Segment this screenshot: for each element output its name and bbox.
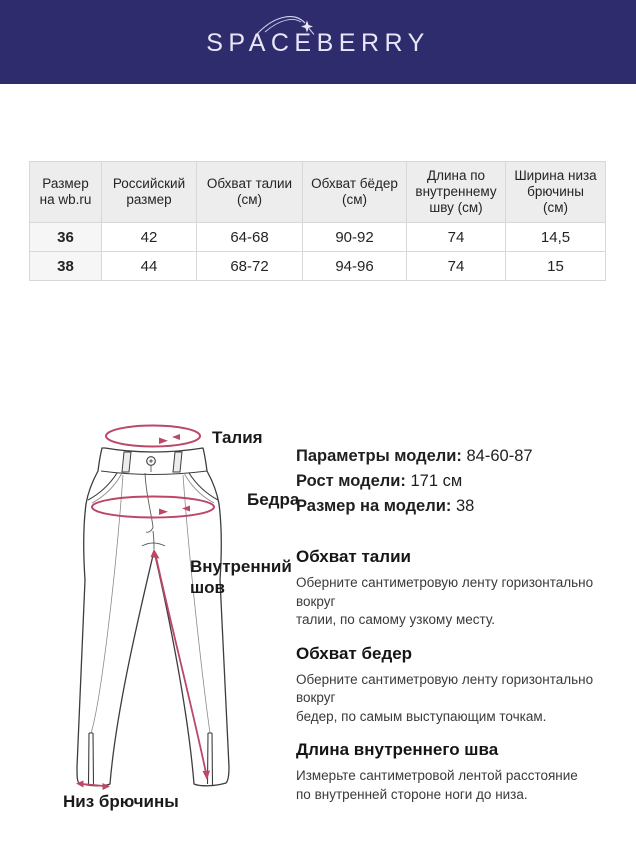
column-header: Обхват талии (см) <box>196 161 303 223</box>
hem-slit <box>87 732 95 786</box>
belt-loop <box>172 451 183 473</box>
table-cell: 74 <box>406 251 506 281</box>
shooting-star-icon <box>256 16 315 35</box>
hem-label: Низ брючины <box>63 792 179 811</box>
belt-loop <box>121 451 132 473</box>
table-cell: 94-96 <box>302 251 407 281</box>
instruction-title: Длина внутреннего шва <box>296 740 499 759</box>
model-info-line: Размер на модели: 38 <box>296 497 475 515</box>
waist-label: Талия <box>212 428 263 447</box>
table-cell: 42 <box>101 222 197 252</box>
table-cell: 14,5 <box>505 222 606 252</box>
hips-label: Бедра <box>247 490 300 509</box>
instruction-text: Оберните сантиметровую ленту горизонталь… <box>296 575 594 627</box>
pants-diagram <box>76 424 230 790</box>
measure-info-column: Параметры модели: 84-60-87 Рост модели: 1… <box>296 444 618 804</box>
table-cell: 15 <box>505 251 606 281</box>
instruction-section: Длина внутреннего шва Измерьте сантиметро… <box>296 740 618 804</box>
instruction-title: Обхват бедер <box>296 643 413 663</box>
instruction-section: Обхват бедер Оберните сантиметровую ленту… <box>296 644 618 727</box>
table-cell: 74 <box>406 222 506 252</box>
instruction-section: Обхват талии Оберните сантиметровую ленту… <box>296 547 618 630</box>
table-body: 36 42 64-68 90-92 74 14,5 38 44 68-72 94-96 74 15 <box>29 222 606 281</box>
column-header: Российский размер <box>101 161 197 223</box>
column-header: Обхват бёдер (см) <box>302 161 407 223</box>
instruction-title: Обхват талии <box>296 547 411 566</box>
brand-header: SPACEBERRY <box>0 0 636 84</box>
column-header: Ширина низа брючины (см) <box>505 161 606 223</box>
column-header: Длина по внутреннему шву (см) <box>406 161 506 223</box>
model-info-line: Рост модели: 171 см <box>296 472 463 490</box>
table-cell: 38 <box>29 251 102 281</box>
inseam-label: Внутренний шов <box>190 557 292 597</box>
waist-measure-ellipse <box>105 424 201 448</box>
hips-measure-ellipse <box>91 495 215 519</box>
table-cell: 44 <box>101 251 197 281</box>
table-cell: 36 <box>29 222 102 252</box>
instruction-text: Измерьте сантиметровой лентой расстояние… <box>296 768 578 802</box>
table-cell: 64-68 <box>196 222 303 252</box>
table-row: 36 42 64-68 90-92 74 14,5 <box>29 222 606 252</box>
model-info: Параметры модели: 84-60-87 Рост модели: 1… <box>296 444 618 519</box>
pants-outline <box>76 447 230 787</box>
inseam-arrow <box>155 556 207 774</box>
size-table: Размер на wb.ru Российский размер Обхват т… <box>29 161 606 281</box>
brand-logo: SPACEBERRY <box>206 29 430 57</box>
model-info-line: Параметры модели: 84-60-87 <box>296 447 533 465</box>
table-header-row: Размер на wb.ru Российский размер Обхват т… <box>29 161 606 223</box>
hem-width-arrow <box>81 783 105 787</box>
column-header: Размер на wb.ru <box>29 161 102 223</box>
instructions: Обхват талии Оберните сантиметровую ленту… <box>296 547 618 804</box>
table-row: 38 44 68-72 94-96 74 15 <box>29 251 606 281</box>
table-cell: 68-72 <box>196 251 303 281</box>
table-cell: 90-92 <box>302 222 407 252</box>
instruction-text: Оберните сантиметровую ленту горизонталь… <box>296 671 594 724</box>
